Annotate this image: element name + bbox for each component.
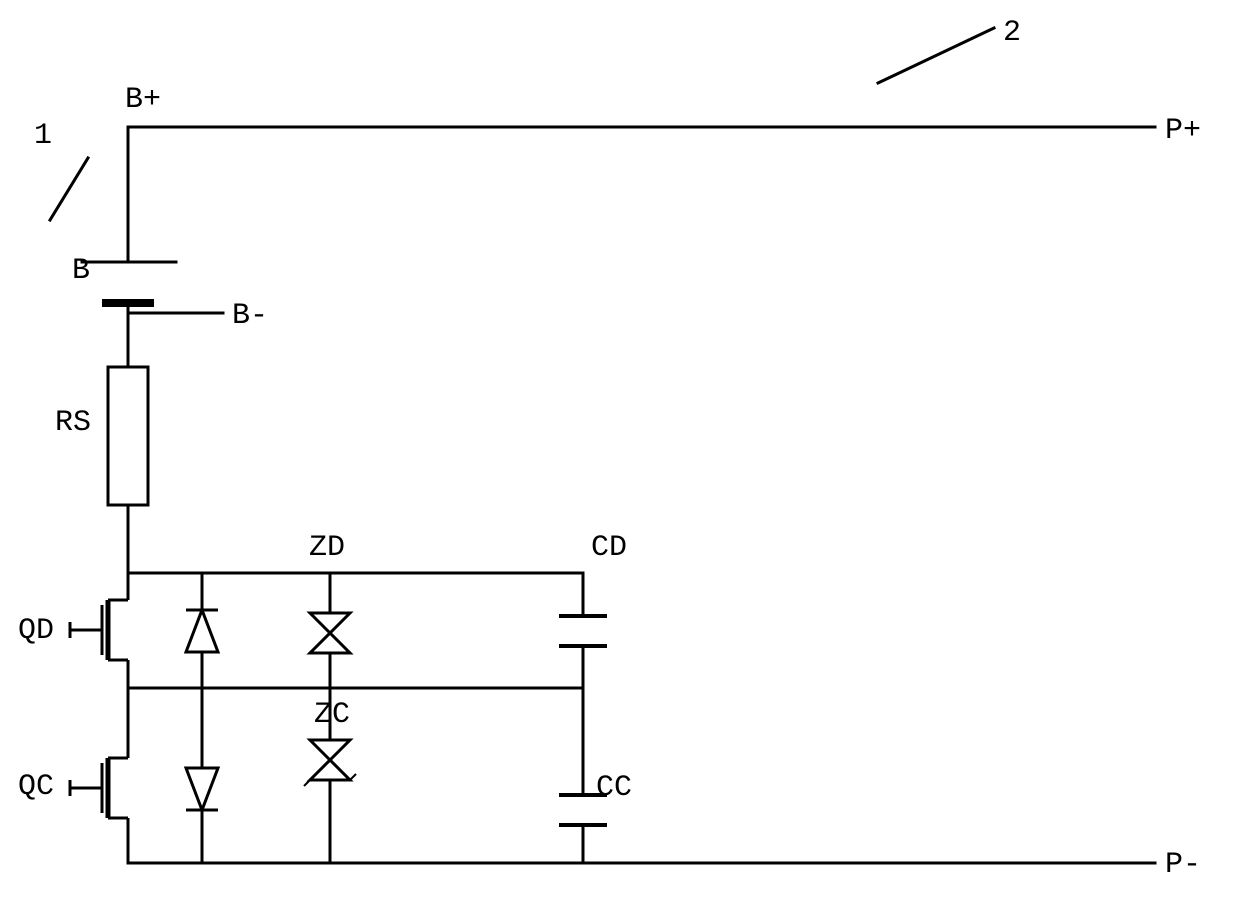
label-b: B — [72, 254, 90, 288]
ref-2-label: 2 — [1003, 16, 1021, 50]
mosfet-qc — [70, 688, 128, 863]
ref-1-label: 1 — [34, 119, 52, 153]
ref-1-leader — [50, 158, 88, 220]
label-zd: ZD — [309, 531, 345, 565]
label-qc: QC — [18, 770, 54, 804]
capacitor-cd — [559, 573, 607, 688]
label-bplus: B+ — [125, 83, 161, 117]
ref-2-leader — [878, 28, 994, 83]
tvs-zd — [310, 573, 350, 688]
label-bminus: B- — [232, 299, 268, 333]
label-rs: RS — [55, 406, 91, 440]
label-zc: ZC — [314, 698, 350, 732]
label-cc: CC — [596, 771, 632, 805]
label-cd: CD — [591, 531, 627, 565]
label-qd: QD — [18, 614, 54, 648]
label-pplus: P+ — [1165, 114, 1201, 148]
resistor-rs — [108, 367, 148, 505]
mosfet-qd — [70, 573, 128, 688]
body-diode-dc — [186, 688, 218, 863]
label-pminus: P- — [1165, 848, 1201, 882]
